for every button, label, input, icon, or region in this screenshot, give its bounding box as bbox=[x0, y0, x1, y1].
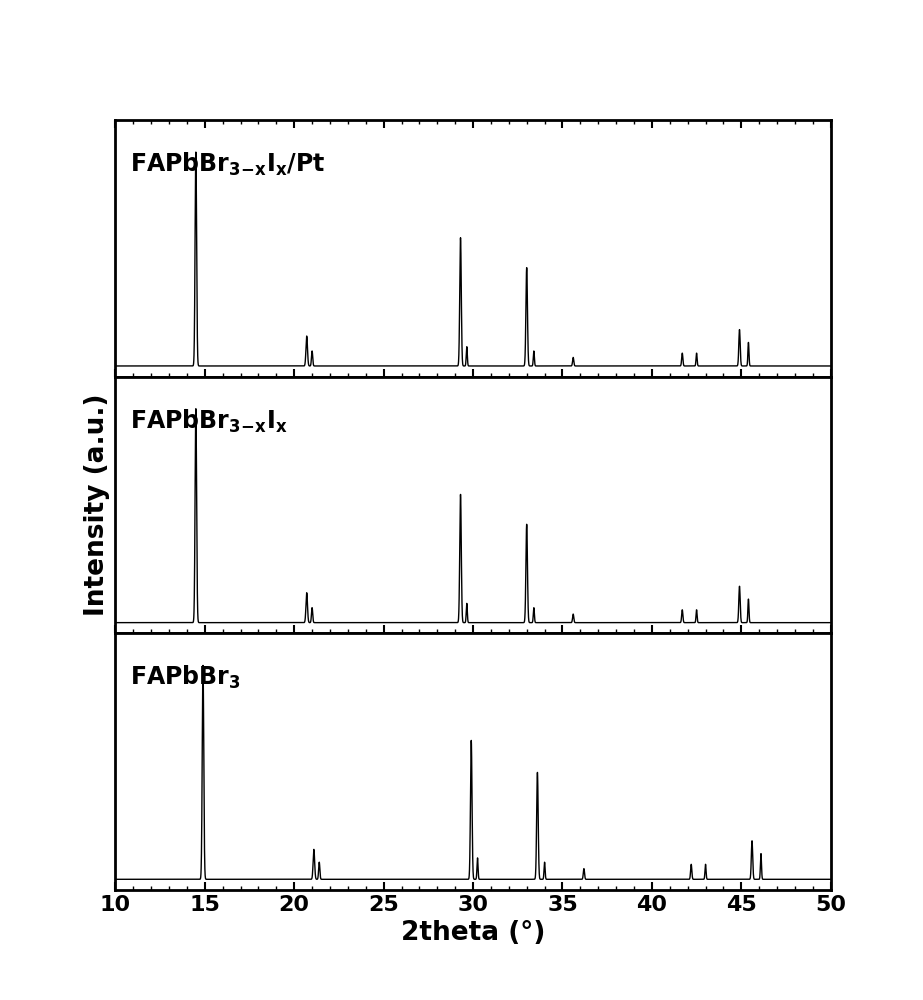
Text: FAPbBr$_\mathbf{3}$: FAPbBr$_\mathbf{3}$ bbox=[129, 664, 240, 691]
Y-axis label: Intensity (a.u.): Intensity (a.u.) bbox=[84, 394, 110, 616]
Text: FAPbBr$_{\mathbf{3\!-\!x}}$I$_\mathbf{x}$/Pt: FAPbBr$_{\mathbf{3\!-\!x}}$I$_\mathbf{x}… bbox=[129, 151, 325, 178]
Text: FAPbBr$_{\mathbf{3\!-\!x}}$I$_\mathbf{x}$: FAPbBr$_{\mathbf{3\!-\!x}}$I$_\mathbf{x}… bbox=[129, 407, 287, 435]
X-axis label: 2theta (°): 2theta (°) bbox=[401, 920, 545, 946]
